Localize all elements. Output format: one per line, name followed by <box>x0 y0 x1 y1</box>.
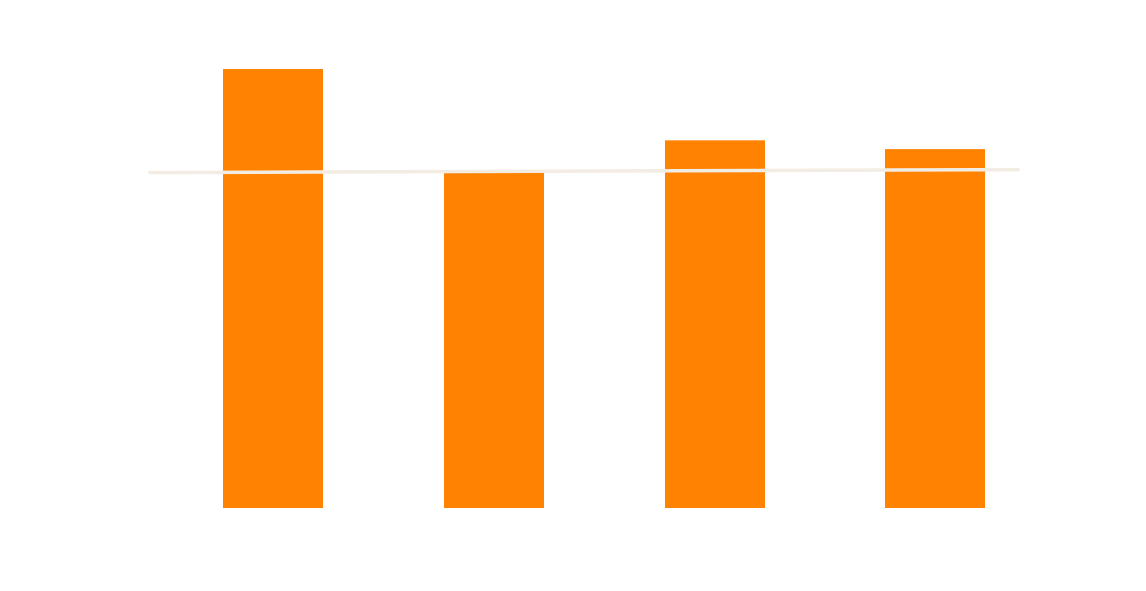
bar-4 <box>885 149 985 508</box>
bar-1 <box>223 69 323 508</box>
bars-group <box>223 69 985 509</box>
bar-2 <box>444 172 544 509</box>
reference-line <box>148 167 1020 175</box>
bar-3 <box>665 140 765 508</box>
